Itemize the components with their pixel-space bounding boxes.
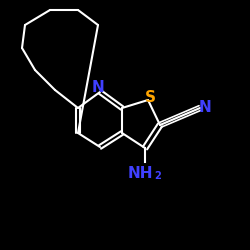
Text: N: N [92, 80, 104, 96]
Text: S: S [144, 90, 156, 104]
Text: NH: NH [127, 166, 153, 182]
Text: 2: 2 [154, 171, 162, 181]
Text: N: N [198, 100, 211, 114]
